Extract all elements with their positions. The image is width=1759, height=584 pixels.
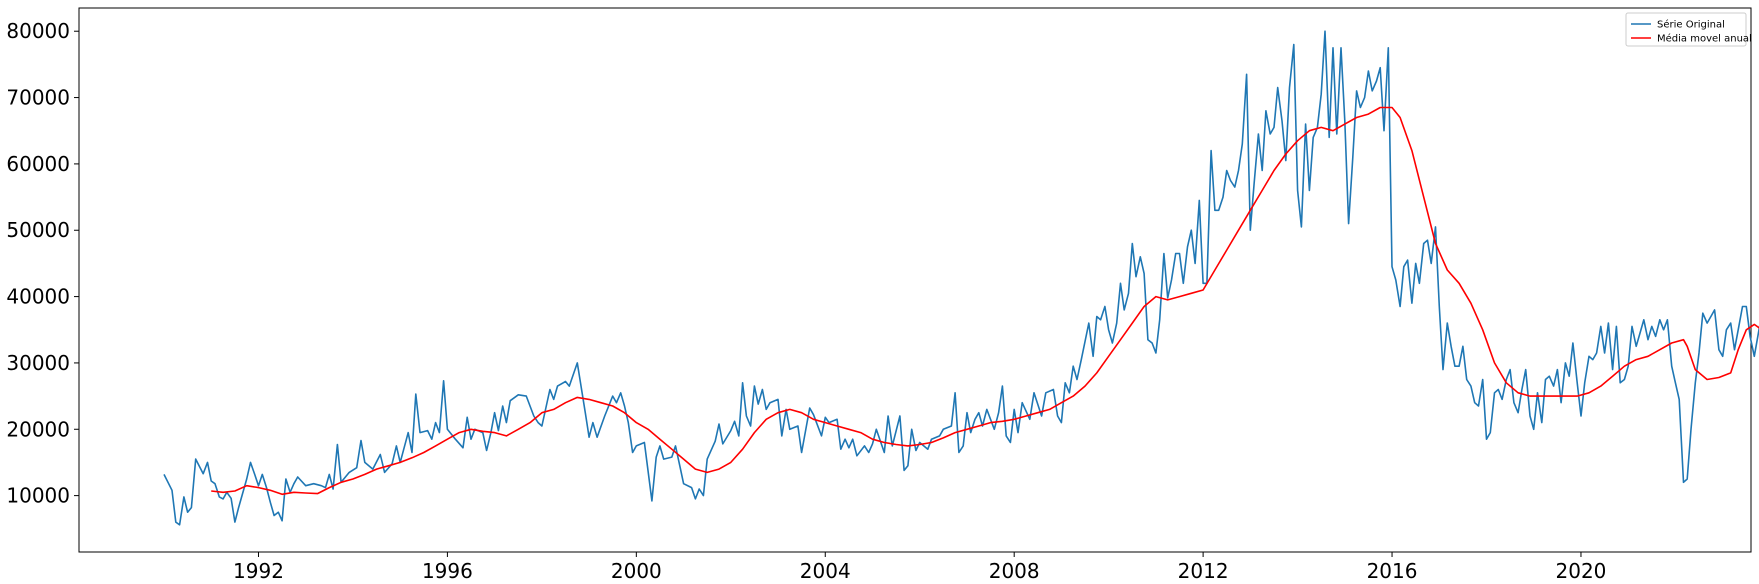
y-tick-label: 20000 [6,417,70,441]
y-tick-label: 40000 [6,285,70,309]
axis-layer: 1992 1996 2000 2004 2008 2012 2016 2020 10000 200… [6,19,1606,583]
legend-box [1625,12,1747,47]
plot-area [78,7,1752,553]
x-tick-label: 2008 [989,559,1040,583]
x-tick-label: 2020 [1556,559,1607,583]
y-tick-label: 70000 [6,86,70,110]
x-tick-label: 2016 [1367,559,1418,583]
legend: Série Original Média movel anual [1625,12,1752,47]
x-tick-label: 2000 [611,559,662,583]
y-tick-label: 30000 [6,351,70,375]
series-layer [163,30,1759,526]
y-tick-label: 80000 [6,19,70,43]
legend-entry-label: Média movel anual [1657,33,1752,45]
x-tick-label: 1992 [233,559,284,583]
y-tick-label: 10000 [6,484,70,508]
series-line-moving-average [211,106,1759,496]
x-tick-label: 2012 [1178,559,1229,583]
y-tick-label: 60000 [6,152,70,176]
x-tick-label: 1996 [422,559,473,583]
x-tick-label: 2004 [800,559,851,583]
y-tick-label: 50000 [6,218,70,242]
legend-entry-label: Série Original [1657,19,1725,31]
